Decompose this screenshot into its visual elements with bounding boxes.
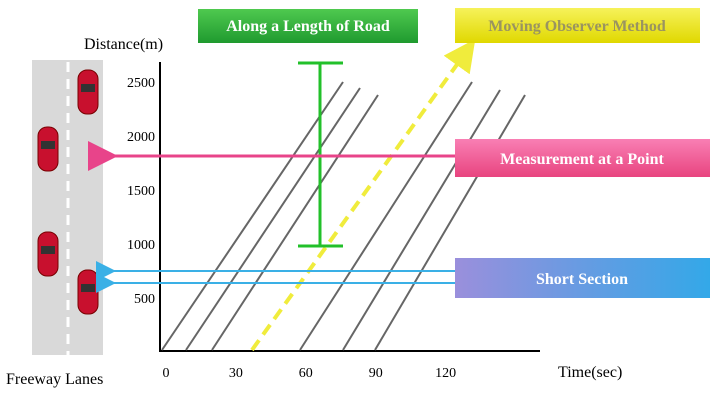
road [32, 60, 103, 355]
y-tick-label: 500 [134, 292, 155, 307]
method-box [198, 9, 418, 43]
method-label: Along a Length of Road [226, 18, 390, 35]
x-axis-title: Time(sec) [558, 364, 622, 381]
x-tick-label: 0 [163, 366, 170, 381]
method-label: Measurement at a Point [500, 151, 664, 168]
y-tick-label: 2000 [127, 130, 155, 145]
y-tick-label: 1500 [127, 184, 155, 199]
y-axis-title: Distance(m) [84, 36, 163, 53]
y-tick-label: 2500 [127, 76, 155, 91]
method-label: Short Section [536, 271, 628, 288]
x-tick-label: 120 [435, 366, 456, 381]
x-tick-label: 90 [369, 366, 383, 381]
trajectories [161, 81, 526, 351]
method-box [455, 258, 710, 298]
ticks: 500 1000 1500 2000 2500 0 30 60 90 120 [127, 76, 456, 381]
x-tick-label: 30 [229, 366, 243, 381]
road-label: Freeway Lanes [6, 371, 103, 388]
method-label: Moving Observer Method [488, 18, 666, 35]
x-tick-label: 60 [299, 366, 313, 381]
axes [159, 62, 540, 352]
y-tick-label: 1000 [127, 238, 155, 253]
moving-observer-path [250, 39, 476, 352]
method-box [455, 139, 710, 177]
method-box [455, 8, 700, 43]
